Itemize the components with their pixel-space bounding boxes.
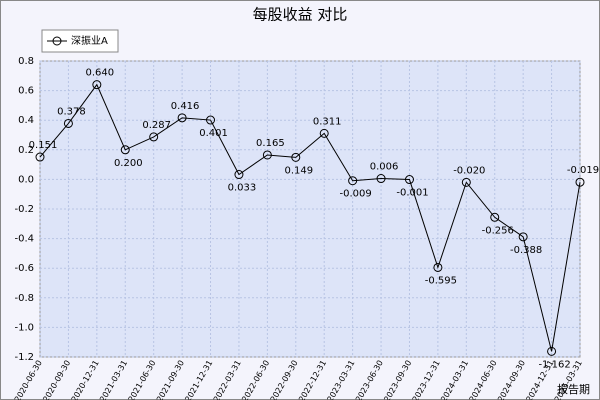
data-point [35, 152, 45, 162]
y-tick-label: -0.2 [14, 204, 34, 215]
x-axis-label: 报告期 [557, 382, 590, 396]
y-tick-label: -0.6 [14, 263, 34, 274]
data-point [63, 118, 73, 128]
data-point [291, 152, 301, 162]
data-point [319, 128, 329, 138]
legend-marker [52, 36, 62, 46]
data-point [120, 145, 130, 155]
data-label: 0.200 [114, 158, 143, 169]
data-label: 0.165 [256, 138, 285, 149]
y-tick-label: -0.8 [14, 293, 34, 304]
data-point [92, 80, 102, 90]
data-point [149, 132, 159, 142]
data-label: -0.019 [567, 165, 599, 176]
y-tick-label: -1.0 [14, 322, 34, 333]
data-label: -0.001 [396, 188, 428, 199]
data-label: -1.162 [538, 359, 570, 370]
data-label: -0.009 [340, 189, 372, 200]
data-point [490, 212, 500, 222]
y-tick-label: -1.2 [14, 352, 34, 363]
data-label: 0.287 [142, 120, 171, 131]
data-point [177, 113, 187, 123]
data-point [433, 262, 443, 272]
data-label: 0.149 [284, 165, 313, 176]
data-point [404, 175, 414, 185]
data-label: 0.006 [370, 162, 399, 173]
data-label: -0.256 [482, 225, 514, 236]
y-tick-label: -0.4 [14, 234, 34, 245]
y-tick-label: 0.8 [18, 56, 34, 67]
y-tick-label: 0.6 [18, 86, 34, 97]
data-point [206, 115, 216, 125]
data-label: -0.388 [510, 245, 542, 256]
data-label: 0.311 [313, 116, 342, 127]
data-point [518, 232, 528, 242]
data-point [234, 170, 244, 180]
data-label: 0.401 [199, 128, 228, 139]
data-label: -0.595 [425, 275, 457, 286]
data-point [461, 177, 471, 187]
y-tick-label: 0.4 [18, 115, 34, 126]
y-tick-label: 0.2 [18, 145, 34, 156]
data-label: 0.151 [29, 140, 58, 151]
data-point [547, 346, 557, 356]
data-label: 0.378 [57, 106, 86, 117]
data-point [348, 176, 358, 186]
data-label: 0.416 [171, 101, 200, 112]
data-label: 0.033 [228, 183, 257, 194]
data-label: -0.020 [453, 165, 485, 176]
legend-box [41, 29, 119, 53]
data-point [575, 177, 585, 187]
chart-title: 每股收益 对比 [253, 6, 348, 24]
data-label: 0.640 [86, 68, 115, 79]
data-point [262, 150, 272, 160]
data-point [376, 174, 386, 184]
y-tick-label: 0.0 [18, 174, 34, 185]
legend-label: 深振业A [71, 34, 108, 47]
series-line [39, 83, 581, 352]
